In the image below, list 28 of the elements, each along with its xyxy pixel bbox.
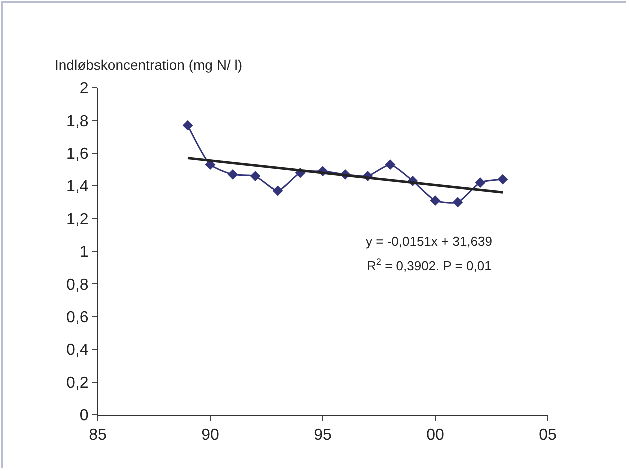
annotation: R$^{2}$ = 0,3902. P = 0,01 [367,257,492,274]
y-tick-label: 1,8 [66,113,89,130]
x-tick-label: 85 [89,427,107,444]
y-tick-label: 0,8 [66,276,89,294]
annotation: y = -0,0151x + 31,639 [366,234,492,249]
y-tick-label: 1,2 [66,211,89,228]
y-tick-label: 0,2 [66,374,89,392]
x-tick-label: 95 [314,427,332,444]
point [250,171,261,182]
y-tick-label: 1 [80,244,89,262]
x-tick-label: 00 [426,427,444,444]
point [498,174,508,185]
y-tick-label: 2 [80,80,89,98]
y-tick-label: 1,6 [66,146,89,163]
point [228,169,238,180]
y-tick-label: 0,4 [66,342,89,360]
y-tick-label: 1,4 [66,178,89,196]
y-tick-label: 0 [80,408,89,425]
point [430,196,441,206]
point [385,160,396,170]
x-tick-label: 05 [539,427,557,444]
point [452,197,464,208]
y-axis-title: Indløbskoncentration (mg N/ l) [55,57,243,73]
point [182,120,194,131]
point [272,186,284,196]
y-tick-label: 0,6 [66,310,89,326]
point [475,178,486,188]
x-tick-label: 90 [202,427,220,444]
